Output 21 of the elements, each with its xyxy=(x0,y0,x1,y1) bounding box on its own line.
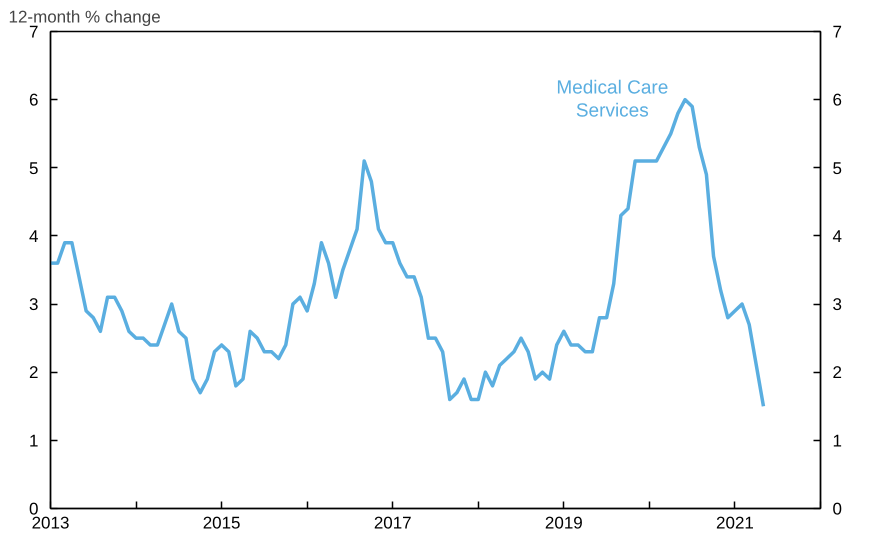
series-label: Medical Care Services xyxy=(556,78,668,122)
y-tick-label: 1 xyxy=(29,431,39,450)
y-tick-label: 3 xyxy=(29,295,39,314)
y-tick-label: 2 xyxy=(29,363,39,382)
y2-tick-label: 7 xyxy=(832,22,842,42)
x-tick-label: 2019 xyxy=(544,514,583,532)
x-tick-label: 2021 xyxy=(716,514,754,532)
y2-tick-label: 3 xyxy=(832,295,842,314)
y-tick-label: 6 xyxy=(29,90,39,110)
y-tick-label: 4 xyxy=(29,226,39,246)
y2-tick-label: 5 xyxy=(832,158,842,178)
x-tick-label: 2015 xyxy=(202,514,241,532)
x-tick-label: 2013 xyxy=(32,514,70,532)
y2-tick-label: 2 xyxy=(832,363,842,382)
y-tick-label: 5 xyxy=(29,158,39,178)
line-series xyxy=(50,98,766,408)
y2-tick-label: 1 xyxy=(832,431,842,450)
y2-tick-label: 4 xyxy=(832,226,842,246)
x-tick-label: 2017 xyxy=(374,514,412,532)
y2-tick-label: 0 xyxy=(832,500,842,518)
y2-tick-label: 6 xyxy=(832,90,842,110)
